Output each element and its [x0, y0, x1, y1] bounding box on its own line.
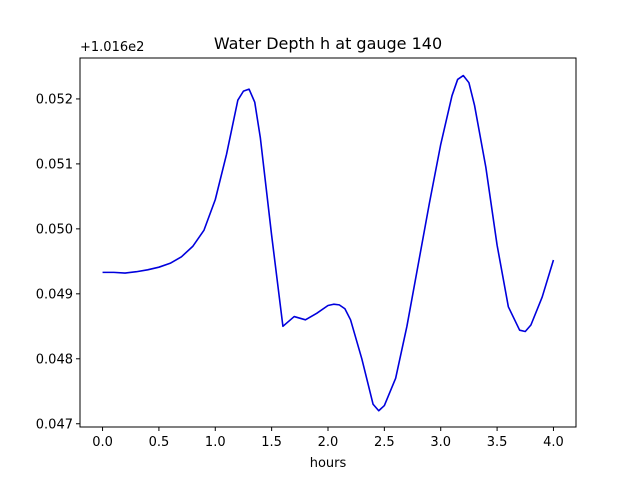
- x-tick-label: 2.5: [374, 435, 395, 450]
- y-tick-label: 0.050: [36, 222, 73, 237]
- y-axis: 0.047 0.048 0.049 0.050 0.051 0.052: [36, 92, 80, 432]
- x-tick-label: 0.5: [149, 435, 170, 450]
- y-tick-label: 0.049: [36, 287, 73, 302]
- series-line: [102, 74, 555, 412]
- x-tick-label: 4.0: [543, 435, 564, 450]
- chart-title: Water Depth h at gauge 140: [214, 34, 442, 53]
- y-tick-label: 0.048: [36, 352, 73, 367]
- x-tick-label: 2.0: [318, 435, 339, 450]
- x-axis-label: hours: [310, 456, 347, 471]
- x-tick-label: 3.5: [487, 435, 508, 450]
- x-tick-label: 3.0: [430, 435, 451, 450]
- x-axis: 0.0 0.5 1.0 1.5 2.0 2.5 3.0 3.5 4.0: [92, 427, 564, 450]
- y-tick-label: 0.051: [36, 157, 73, 172]
- plot-frame: [79, 57, 577, 428]
- x-tick-label: 1.0: [205, 435, 226, 450]
- x-tick-label: 0.0: [92, 435, 113, 450]
- x-tick-label: 1.5: [261, 435, 282, 450]
- y-tick-label: 0.052: [36, 92, 73, 107]
- y-offset-label: +1.016e2: [80, 40, 144, 55]
- plot-area: [79, 57, 577, 428]
- y-tick-label: 0.047: [36, 417, 73, 432]
